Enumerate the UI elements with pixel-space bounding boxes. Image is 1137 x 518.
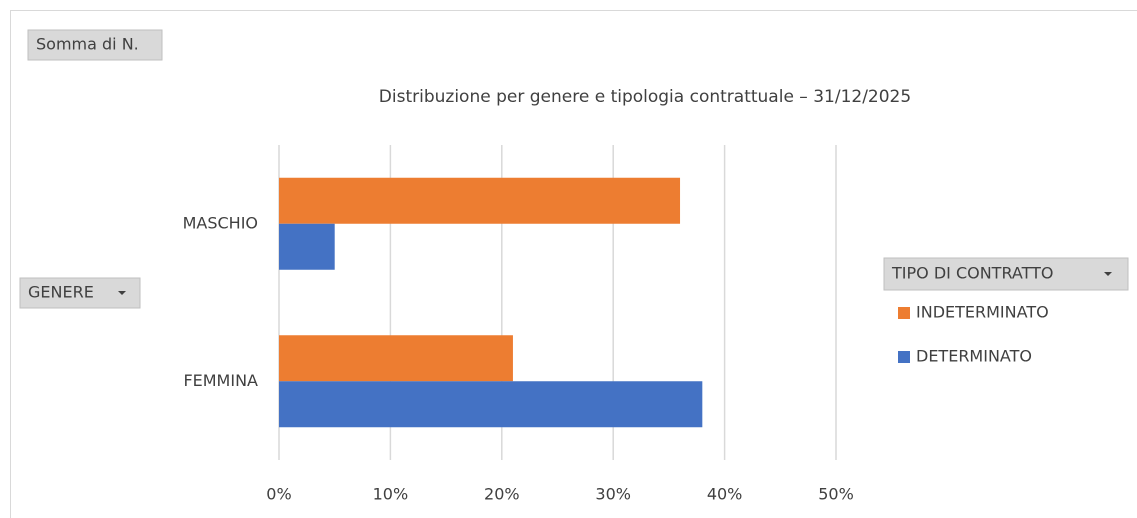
legend-swatch — [898, 351, 910, 363]
x-tick-label: 20% — [484, 485, 520, 504]
legend-label: INDETERMINATO — [916, 303, 1049, 322]
bar — [279, 177, 681, 224]
axis-field-label: GENERE — [28, 283, 94, 302]
y-tick-label: MASCHIO — [183, 213, 258, 232]
x-tick-label: 0% — [266, 485, 291, 504]
chart-title: Distribuzione per genere e tipologia con… — [379, 87, 911, 107]
y-tick-label: FEMMINA — [183, 371, 258, 390]
value-field-label: Somma di N. — [36, 35, 139, 54]
x-tick-label: 10% — [373, 485, 409, 504]
x-tick-label: 50% — [818, 485, 854, 504]
bar — [279, 223, 335, 270]
legend-field-button[interactable] — [883, 257, 1129, 291]
bar — [279, 381, 703, 428]
legend-title: TIPO DI CONTRATTO — [891, 264, 1053, 283]
x-tick-label: 40% — [707, 485, 743, 504]
legend-label: DETERMINATO — [916, 347, 1032, 366]
legend-swatch — [898, 307, 910, 319]
bar — [279, 335, 513, 382]
value-field-button[interactable] — [27, 29, 163, 61]
dropdown-arrow — [1104, 272, 1112, 276]
x-tick-label: 30% — [595, 485, 631, 504]
dropdown-arrow — [118, 291, 126, 295]
